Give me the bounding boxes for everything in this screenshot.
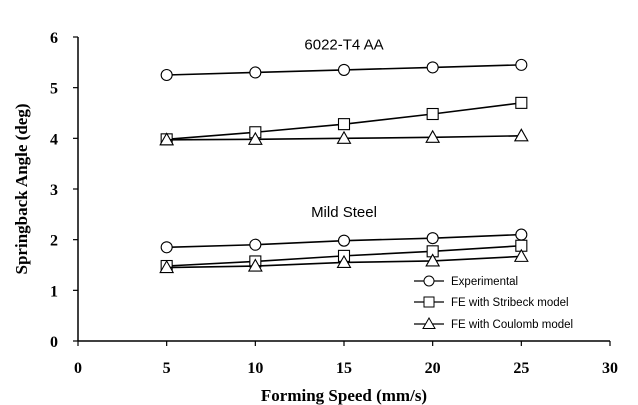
annotation-mild-steel: Mild Steel (311, 204, 377, 221)
y-tick-label: 6 (50, 30, 58, 47)
series-layer (159, 58, 529, 274)
data-point-circle (515, 228, 528, 241)
data-point-triangle (336, 130, 352, 144)
y-tick-label: 1 (50, 283, 58, 300)
data-point-circle (426, 232, 439, 245)
legend-entry-coulomb: FE with Coulomb model (414, 316, 573, 331)
data-point-triangle (425, 129, 441, 143)
data-point-circle (160, 241, 173, 254)
legend-label-experimental: Experimental (451, 276, 518, 288)
data-point-triangle (159, 259, 175, 274)
data-point-square (515, 96, 528, 109)
data-point-triangle (425, 253, 441, 267)
data-point-circle (426, 61, 439, 74)
data-point-square (426, 107, 439, 121)
annotation-6022-t4-aa: 6022-T4 AA (304, 37, 383, 54)
x-tick-label: 10 (247, 360, 263, 377)
y-tick-label: 4 (50, 131, 58, 148)
series-triangle-5 (159, 248, 529, 274)
data-point-circle (515, 58, 528, 71)
data-point-circle (160, 68, 173, 82)
data-point-circle (337, 234, 351, 247)
series-triangle-2 (159, 128, 529, 146)
series-circle-3 (160, 228, 528, 254)
x-tick-label: 20 (425, 360, 441, 377)
y-tick-label: 5 (50, 81, 58, 98)
data-point-triangle (159, 132, 175, 146)
x-axis-title: Forming Speed (mm/s) (261, 386, 427, 405)
series-circle-0 (160, 58, 528, 82)
axes: 0 1 2 3 4 5 6 0 5 10 15 20 25 30 (50, 30, 618, 377)
data-point-triangle (513, 248, 529, 262)
x-tick-label: 0 (74, 360, 82, 377)
data-point-circle (249, 238, 262, 251)
y-tick-label: 2 (50, 233, 58, 250)
y-tick-label: 0 (50, 334, 58, 351)
data-point-circle (249, 66, 262, 79)
data-point-triangle (247, 258, 263, 272)
y-tick-label: 3 (50, 182, 58, 199)
x-tick-label: 30 (602, 360, 618, 377)
data-point-triangle (247, 131, 263, 145)
legend-entry-experimental: Experimental (414, 275, 518, 288)
x-tick-label: 15 (336, 360, 352, 377)
y-axis-title: Springback Angle (deg) (12, 104, 31, 275)
legend-label-stribeck: FE with Stribeck model (451, 297, 569, 309)
x-tick-label: 25 (513, 360, 529, 377)
data-point-circle (337, 63, 351, 76)
data-point-triangle (513, 128, 529, 142)
data-point-square (337, 118, 351, 131)
legend-label-coulomb: FE with Coulomb model (451, 319, 573, 331)
legend-entry-stribeck: FE with Stribeck model (414, 296, 569, 309)
legend: Experimental FE with Stribeck model FE w… (414, 275, 573, 331)
data-point-triangle (336, 254, 352, 269)
x-tick-label: 5 (163, 360, 171, 377)
